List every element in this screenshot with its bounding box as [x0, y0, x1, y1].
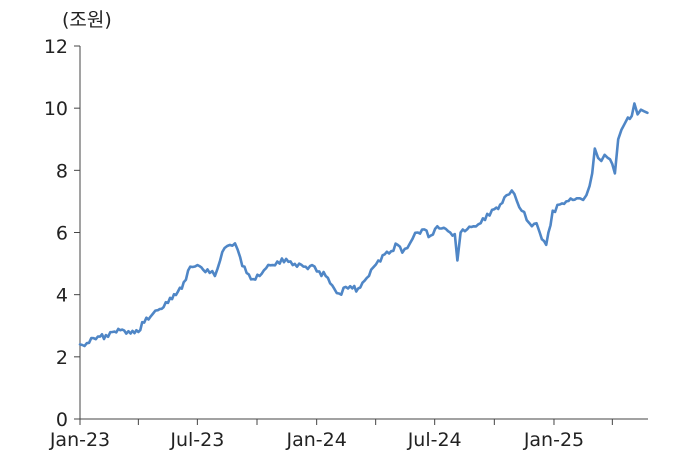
y-tick-label: 10	[44, 98, 68, 120]
y-axis: 0 2 4 6 8 10 12	[44, 36, 81, 431]
y-tick-label: 6	[56, 223, 68, 245]
x-axis: Jan-23 Jul-23 Jan-24 Jul-24 Jan-25	[49, 418, 648, 451]
series-line-0	[78, 102, 649, 348]
x-tick-label: Jan-23	[49, 429, 110, 451]
y-tick-label: 12	[44, 36, 68, 58]
y-tick-label: 0	[56, 409, 68, 431]
y-tick-label: 2	[56, 347, 68, 369]
x-tick-label: Jan-25	[523, 429, 584, 451]
y-axis-unit-label: (조원)	[62, 9, 112, 31]
x-tick-label: Jul-23	[169, 429, 224, 451]
series-group	[78, 102, 649, 348]
y-tick-label: 4	[56, 285, 68, 307]
x-tick-label: Jan-24	[286, 429, 347, 451]
y-tick-label: 8	[56, 160, 68, 182]
x-tick-label: Jul-24	[407, 429, 462, 451]
